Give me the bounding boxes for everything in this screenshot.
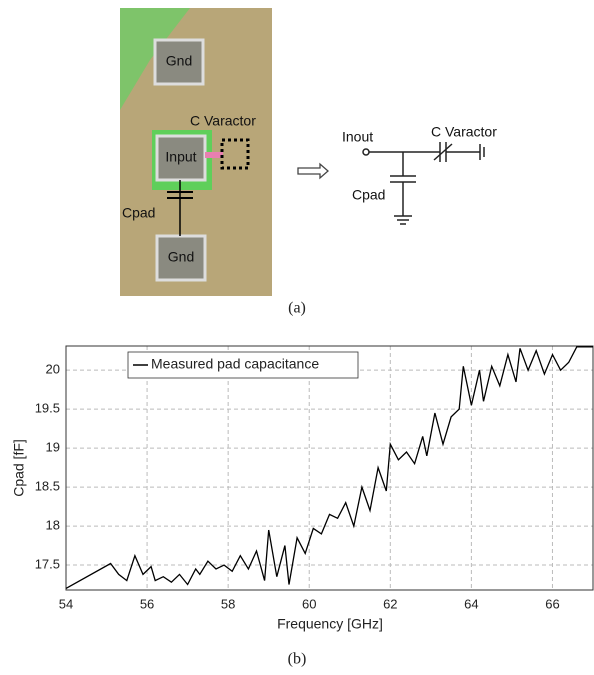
data-line (65, 346, 593, 589)
schematic (362, 142, 485, 225)
die-label: Input (165, 149, 196, 165)
varactor-box (220, 138, 250, 170)
caption: (a) (288, 300, 306, 317)
pad (155, 134, 207, 182)
schematic-label: Inout (342, 129, 373, 145)
trace (205, 152, 223, 158)
die-label: Gnd (166, 53, 192, 69)
y-tick-label: 19.5 (35, 401, 60, 416)
y-tick-label: 18 (46, 518, 60, 533)
terminal (362, 148, 370, 156)
pad (153, 38, 205, 86)
schematic-label: Cpad (352, 187, 385, 203)
legend-box (127, 351, 359, 379)
die-photo: Gnd Input Gnd C Varactor Cpad (120, 8, 272, 296)
y-tick-label: 17.5 (35, 556, 60, 571)
axes-frame (65, 345, 594, 591)
schematic-label: C Varactor (431, 124, 497, 140)
x-tick-label: 66 (545, 596, 559, 611)
plot-area (66, 346, 593, 590)
var-arrow (433, 143, 453, 161)
caption: (b) (288, 651, 307, 668)
legend-label: Measured pad capacitance (151, 356, 319, 372)
arrow (297, 162, 329, 180)
y-tick-label: 20 (46, 362, 60, 377)
arrow-shape (297, 162, 329, 180)
x-tick-label: 60 (302, 596, 316, 611)
y-axis-label: Cpad [fF] (11, 439, 27, 497)
die-label: Gnd (168, 249, 194, 265)
x-tick-label: 56 (140, 596, 154, 611)
x-tick-label: 58 (221, 596, 235, 611)
x-tick-label: 54 (59, 596, 73, 611)
die-label: Cpad (122, 205, 155, 221)
die-label: C Varactor (190, 113, 256, 129)
x-tick-label: 62 (383, 596, 397, 611)
y-tick-label: 18.5 (35, 479, 60, 494)
y-tick-label: 19 (46, 440, 60, 455)
pad (155, 234, 207, 282)
x-axis-label: Frequency [GHz] (277, 616, 383, 632)
die-green (120, 8, 190, 110)
x-tick-label: 64 (464, 596, 478, 611)
